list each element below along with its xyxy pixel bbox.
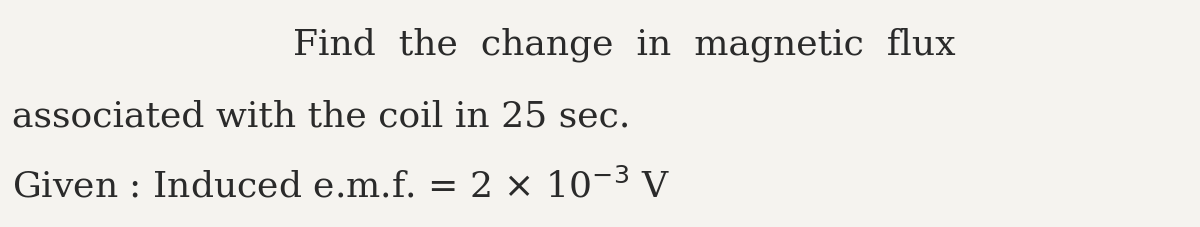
Text: Find  the  change  in  magnetic  flux: Find the change in magnetic flux <box>293 27 955 62</box>
Text: Given : Induced e.m.f. = 2 $\times$ 10$^{-3}$ V: Given : Induced e.m.f. = 2 $\times$ 10$^… <box>12 168 671 204</box>
Text: associated with the coil in 25 sec.: associated with the coil in 25 sec. <box>12 100 630 134</box>
